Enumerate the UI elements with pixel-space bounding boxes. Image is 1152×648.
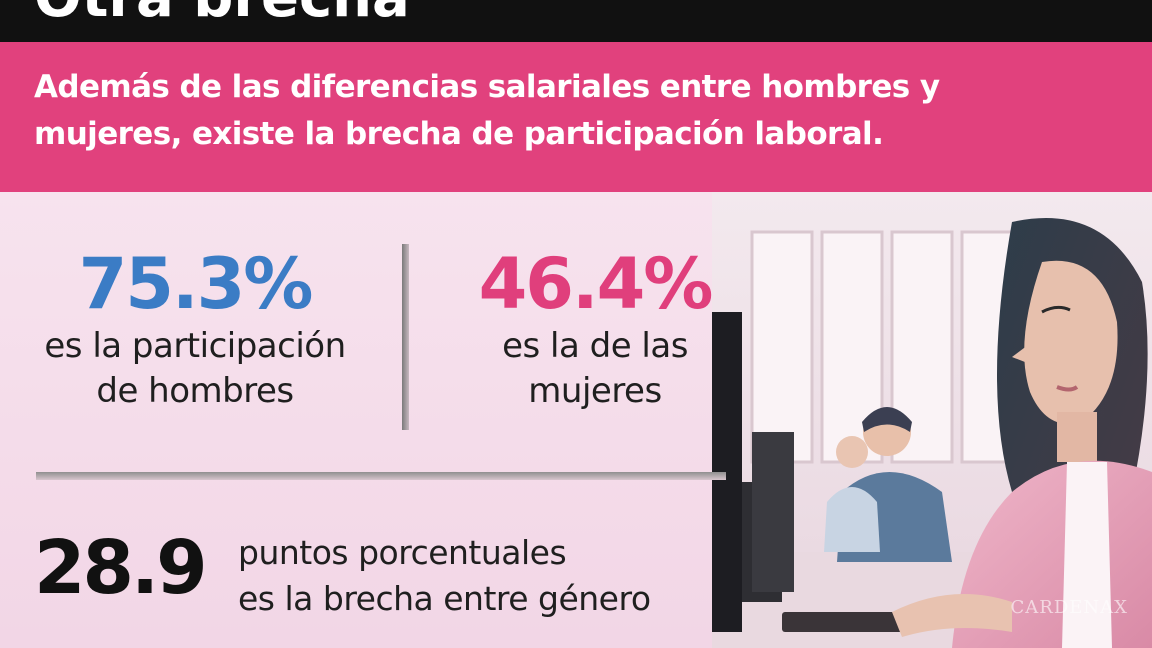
office-scene-image	[712, 192, 1152, 648]
women-participation-stat: 46.4% es la de las mujeres	[440, 244, 750, 414]
women-label-line2: mujeres	[528, 371, 662, 411]
gap-line1: puntos porcentuales	[238, 533, 567, 572]
gap-line2: es la brecha entre género	[238, 579, 651, 618]
intro-text: Además de las diferencias salariales ent…	[34, 69, 940, 152]
vertical-divider	[402, 244, 409, 430]
horizontal-divider	[36, 472, 726, 480]
men-percentage: 75.3%	[78, 243, 314, 325]
gap-points-value: 28.9	[34, 525, 208, 611]
women-label-line1: es la de las	[502, 326, 688, 366]
content-area: CARDENAX 75.3% es la participación de ho…	[0, 192, 1152, 648]
men-label-line2: de hombres	[96, 371, 294, 411]
women-percentage: 46.4%	[478, 243, 714, 325]
headline-title: Otra brecha	[34, 0, 410, 30]
intro-band: Además de las diferencias salariales ent…	[0, 42, 1152, 192]
photo-watermark: CARDENAX	[1010, 597, 1128, 618]
office-photo-illustration: CARDENAX	[712, 192, 1152, 648]
men-label-line1: es la participación	[44, 326, 346, 366]
men-participation-stat: 75.3% es la participación de hombres	[20, 244, 370, 414]
header-bar: Otra brecha	[0, 0, 1152, 42]
gap-description: puntos porcentuales es la brecha entre g…	[238, 530, 718, 622]
